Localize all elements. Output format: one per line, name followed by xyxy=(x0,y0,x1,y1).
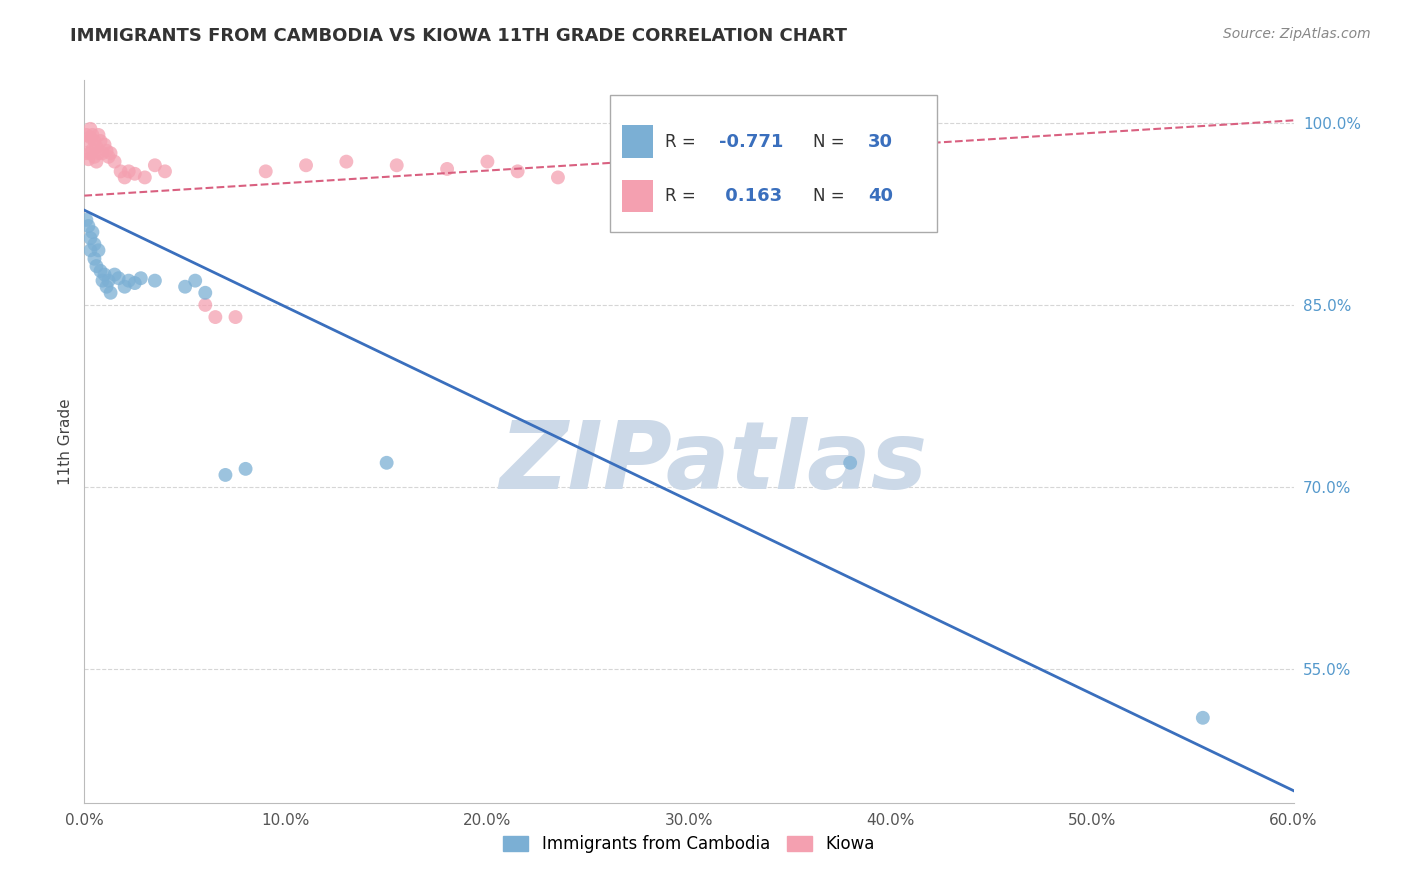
Point xyxy=(79,244,101,258)
Point xyxy=(295,158,318,172)
Point xyxy=(335,154,357,169)
Point xyxy=(83,252,105,266)
Point xyxy=(143,274,166,288)
Point xyxy=(506,164,529,178)
Point xyxy=(93,268,115,282)
Point xyxy=(86,259,108,273)
Point xyxy=(82,225,104,239)
Point xyxy=(100,285,122,300)
Point xyxy=(89,134,111,148)
Text: Source: ZipAtlas.com: Source: ZipAtlas.com xyxy=(1223,27,1371,41)
Point xyxy=(97,274,120,288)
Text: R =: R = xyxy=(665,133,696,151)
Point xyxy=(83,237,105,252)
Point xyxy=(77,134,100,148)
Legend: Immigrants from Cambodia, Kiowa: Immigrants from Cambodia, Kiowa xyxy=(496,828,882,860)
Point xyxy=(114,279,136,293)
Point xyxy=(86,154,108,169)
Point xyxy=(83,150,105,164)
Point xyxy=(79,130,101,145)
Text: 40: 40 xyxy=(868,187,893,205)
Point xyxy=(104,154,127,169)
Point xyxy=(375,456,398,470)
Text: N =: N = xyxy=(814,133,845,151)
Point xyxy=(184,274,207,288)
Point xyxy=(96,144,118,158)
Point xyxy=(82,143,104,157)
Point xyxy=(79,146,101,161)
Point xyxy=(254,164,277,178)
Point xyxy=(124,276,146,290)
Point xyxy=(93,137,115,152)
Point xyxy=(143,158,166,172)
Text: ZIPatlas: ZIPatlas xyxy=(499,417,927,509)
Point xyxy=(134,170,156,185)
Point xyxy=(79,121,101,136)
Point xyxy=(77,219,100,233)
Point xyxy=(385,158,408,172)
Point xyxy=(75,146,97,161)
Point xyxy=(82,128,104,142)
Point xyxy=(214,467,236,482)
Point xyxy=(91,146,114,161)
Point xyxy=(75,128,97,142)
Point xyxy=(839,456,862,470)
Point xyxy=(114,170,136,185)
Text: R =: R = xyxy=(665,187,696,205)
Point xyxy=(75,213,97,227)
Text: 0.163: 0.163 xyxy=(720,187,782,205)
Point xyxy=(100,146,122,161)
Point xyxy=(194,298,217,312)
Point xyxy=(1192,711,1215,725)
Point xyxy=(107,271,129,285)
Point xyxy=(87,244,110,258)
Point xyxy=(547,170,569,185)
FancyBboxPatch shape xyxy=(623,126,652,158)
Point xyxy=(89,264,111,278)
Point xyxy=(97,150,120,164)
Point xyxy=(77,152,100,166)
Point xyxy=(225,310,247,324)
Point xyxy=(104,268,127,282)
Text: N =: N = xyxy=(814,187,845,205)
Point xyxy=(124,167,146,181)
Point xyxy=(118,274,141,288)
Point xyxy=(79,231,101,245)
Point xyxy=(194,285,217,300)
Point xyxy=(129,271,152,285)
Point xyxy=(174,279,197,293)
Point xyxy=(87,128,110,142)
Point xyxy=(436,161,458,176)
Point xyxy=(87,146,110,161)
Point xyxy=(204,310,226,324)
Y-axis label: 11th Grade: 11th Grade xyxy=(58,398,73,485)
Point xyxy=(83,134,105,148)
Text: 30: 30 xyxy=(868,133,893,151)
Point xyxy=(118,164,141,178)
FancyBboxPatch shape xyxy=(623,179,652,212)
Point xyxy=(86,140,108,154)
Point xyxy=(235,462,257,476)
Point xyxy=(477,154,499,169)
Text: IMMIGRANTS FROM CAMBODIA VS KIOWA 11TH GRADE CORRELATION CHART: IMMIGRANTS FROM CAMBODIA VS KIOWA 11TH G… xyxy=(70,27,848,45)
Point xyxy=(96,279,118,293)
Text: -0.771: -0.771 xyxy=(720,133,783,151)
Point xyxy=(153,164,176,178)
Point xyxy=(91,274,114,288)
Point xyxy=(110,164,132,178)
FancyBboxPatch shape xyxy=(610,95,936,232)
